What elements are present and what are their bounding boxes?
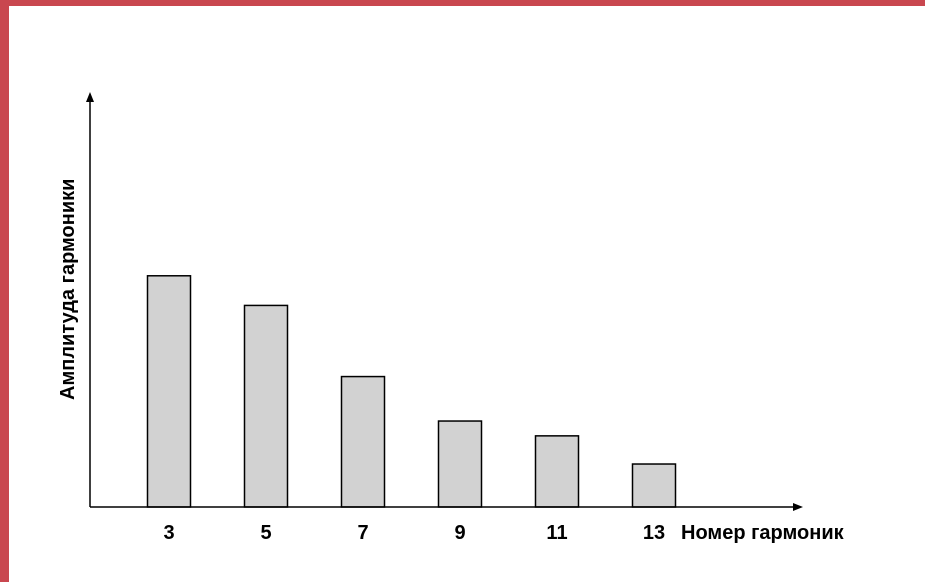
bar-harmonic-13 <box>631 463 677 508</box>
bars-group <box>146 275 677 508</box>
x-tick-label-7: 7 <box>357 522 368 544</box>
x-tick-label-3: 3 <box>163 522 174 544</box>
x-tick-label-9: 9 <box>454 522 465 544</box>
x-tick-labels: 3 5 7 9 11 13 <box>163 522 665 544</box>
y-axis-arrow <box>86 92 94 102</box>
x-tick-label-11: 11 <box>546 522 567 544</box>
y-axis-label: Амплитуда гармоники <box>57 179 79 400</box>
axes-group <box>86 92 803 511</box>
bar-harmonic-3 <box>146 275 192 508</box>
x-tick-label-5: 5 <box>260 522 271 544</box>
bar-harmonic-5 <box>243 304 289 508</box>
bar-harmonic-7 <box>340 375 386 508</box>
bar-harmonic-9 <box>437 420 483 508</box>
x-axis-arrow <box>793 503 803 511</box>
x-tick-label-13: 13 <box>643 522 665 544</box>
x-axis-label: Номер гармоник <box>681 522 845 544</box>
bar-harmonic-11 <box>534 435 580 508</box>
